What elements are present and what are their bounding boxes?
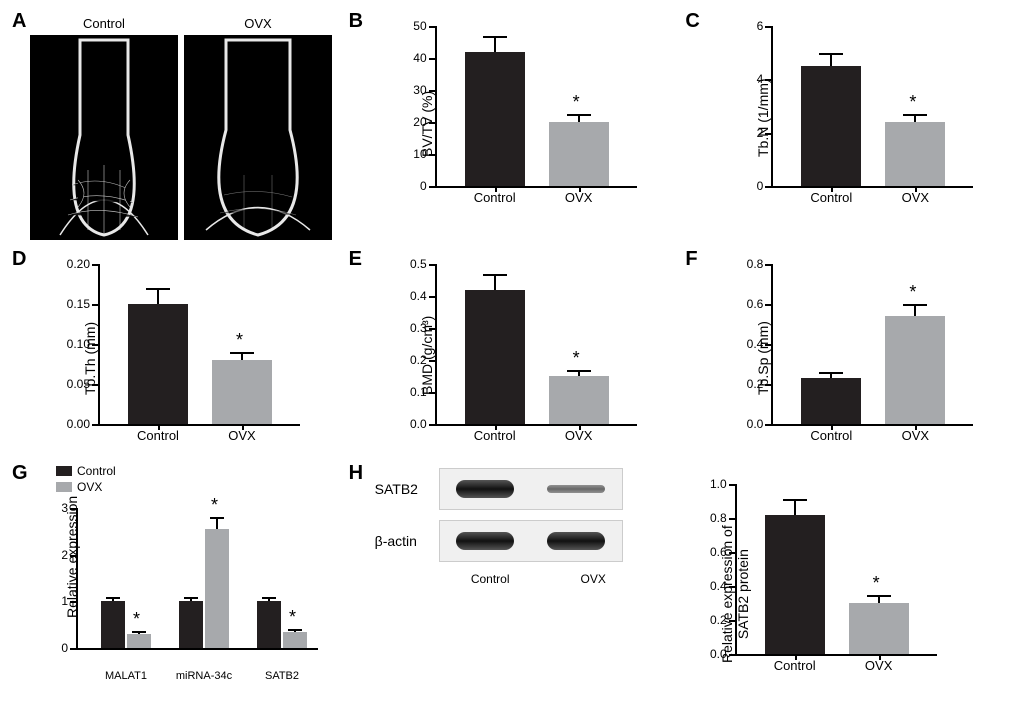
panel-e: EBMD (g/cm³)0.00.10.20.30.40.5ControlOVX… bbox=[347, 248, 674, 454]
panel-b: BBV/TV (%)01020304050ControlOVX* bbox=[347, 10, 674, 240]
category-label: OVX bbox=[544, 428, 614, 443]
panel-d: DTb.Th (mm)0.000.050.100.150.20ControlOV… bbox=[10, 248, 337, 454]
bar bbox=[212, 360, 272, 424]
category-label: Control bbox=[796, 190, 866, 205]
blot-band bbox=[456, 532, 514, 550]
blot-row-label: β-actin bbox=[375, 533, 439, 549]
category-label: OVX bbox=[880, 190, 950, 205]
scan-col-control: Control bbox=[30, 16, 178, 240]
bar bbox=[849, 603, 909, 654]
blot-col-label: Control bbox=[439, 572, 542, 586]
panel-c: CTb.N (1/mm)0246ControlOVX* bbox=[683, 10, 1010, 240]
bar bbox=[465, 290, 525, 424]
category-label: Control bbox=[796, 428, 866, 443]
bar bbox=[885, 122, 945, 186]
bar bbox=[127, 634, 151, 648]
bar bbox=[885, 316, 945, 424]
blot-band bbox=[547, 532, 605, 550]
y-axis-label: Tb.N (1/mm) bbox=[755, 79, 771, 158]
category-label: OVX bbox=[544, 190, 614, 205]
blot-col-label: OVX bbox=[542, 572, 645, 586]
panel-h-chart: Relative expression ofSATB2 protein0.00.… bbox=[675, 468, 955, 674]
figure-grid: A Control bbox=[10, 10, 1010, 674]
category-label: Control bbox=[460, 190, 530, 205]
bar bbox=[128, 304, 188, 424]
legend-label: Control bbox=[77, 464, 116, 478]
category-label: Control bbox=[460, 428, 530, 443]
bar bbox=[549, 122, 609, 186]
western-blot: SATB2 β-actin Control OVX bbox=[375, 468, 645, 674]
scan-col-ovx: OVX bbox=[184, 16, 332, 240]
ct-scan-ovx bbox=[184, 35, 332, 240]
panel-letter: F bbox=[685, 248, 697, 271]
bar bbox=[801, 378, 861, 424]
panel-g: G Control OVX Relative expression 0123*M… bbox=[10, 462, 337, 674]
category-label: OVX bbox=[844, 658, 914, 673]
bar bbox=[549, 376, 609, 424]
bar bbox=[283, 632, 307, 648]
panel-letter: G bbox=[12, 462, 28, 485]
panel-a: A Control bbox=[10, 10, 337, 240]
panel-f: FTb.Sp (mm)0.00.20.40.60.8ControlOVX* bbox=[683, 248, 1010, 454]
bar bbox=[179, 601, 203, 648]
panel-letter: C bbox=[685, 10, 699, 33]
category-label: OVX bbox=[207, 428, 277, 443]
legend: Control OVX bbox=[56, 464, 116, 496]
category-label: SATB2 bbox=[265, 670, 299, 682]
bar bbox=[101, 601, 125, 648]
ct-scan-control bbox=[30, 35, 178, 240]
blot-band bbox=[547, 485, 605, 494]
legend-label: OVX bbox=[77, 480, 102, 494]
blot-row-label: SATB2 bbox=[375, 481, 439, 497]
bar bbox=[205, 529, 229, 648]
category-label: Control bbox=[760, 658, 830, 673]
blot-band bbox=[456, 480, 514, 498]
category-label: Control bbox=[123, 428, 193, 443]
category-label: OVX bbox=[880, 428, 950, 443]
panel-letter: H bbox=[349, 462, 363, 485]
bar bbox=[765, 515, 825, 654]
category-label: MALAT1 bbox=[105, 670, 147, 682]
bar bbox=[257, 601, 281, 648]
bar bbox=[801, 66, 861, 186]
panel-letter: B bbox=[349, 10, 363, 33]
bar bbox=[465, 52, 525, 186]
category-label: miRNA-34c bbox=[176, 670, 232, 682]
scan-label: Control bbox=[30, 16, 178, 31]
panel-letter: A bbox=[12, 10, 26, 33]
panel-h: H SATB2 β-actin Control OVX Relative exp… bbox=[347, 462, 1010, 674]
scan-label: OVX bbox=[184, 16, 332, 31]
panel-letter: E bbox=[349, 248, 362, 271]
panel-letter: D bbox=[12, 248, 26, 271]
